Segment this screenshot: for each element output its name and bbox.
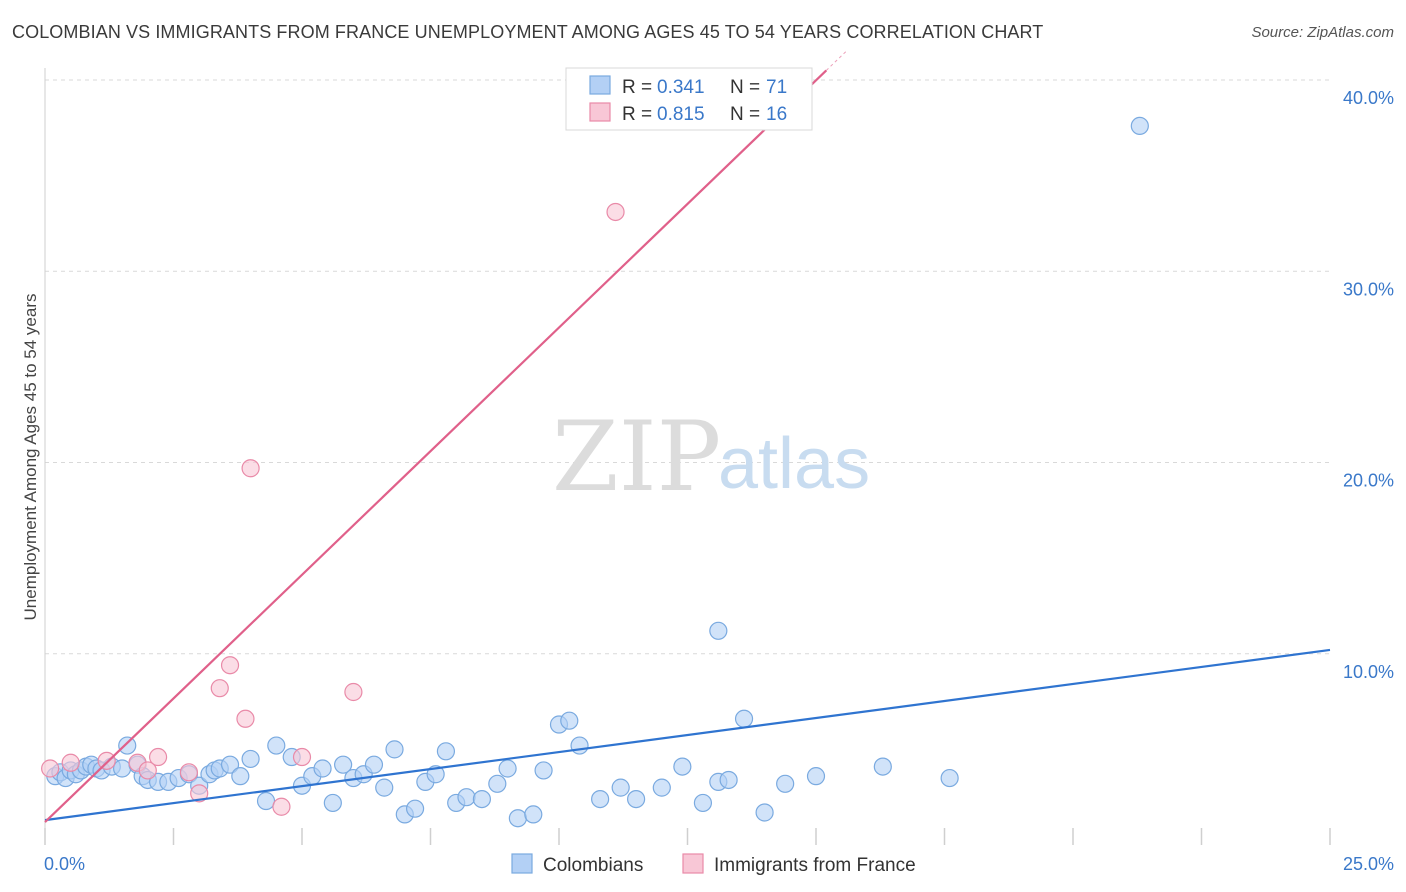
legend-r-value: 0.341 bbox=[657, 77, 705, 98]
legend-n-label: N = bbox=[730, 77, 760, 98]
data-point bbox=[148, 747, 168, 767]
legend-n-label: N = bbox=[730, 104, 760, 125]
data-point bbox=[776, 774, 795, 793]
x-tick-labels: 0.0% 25.0% bbox=[44, 854, 1394, 874]
trend-line bbox=[44, 69, 828, 823]
data-point bbox=[334, 755, 353, 774]
y-tick-labels: 10.0% 20.0% 30.0% 40.0% bbox=[1343, 88, 1394, 682]
data-point bbox=[524, 805, 543, 824]
data-point bbox=[498, 759, 517, 778]
y-tick-label: 30.0% bbox=[1343, 279, 1394, 299]
source-label: Source: ZipAtlas.com bbox=[1251, 24, 1394, 41]
y-tick-label: 10.0% bbox=[1343, 662, 1394, 682]
data-point bbox=[709, 621, 728, 640]
data-point bbox=[436, 742, 456, 761]
data-point bbox=[472, 789, 491, 809]
y-axis-label: Unemployment Among Ages 45 to 54 years bbox=[21, 294, 40, 621]
data-point bbox=[1130, 116, 1149, 136]
data-point bbox=[190, 784, 209, 803]
data-point bbox=[534, 761, 553, 780]
data-point bbox=[344, 682, 363, 702]
data-point bbox=[364, 755, 384, 774]
data-point bbox=[138, 761, 157, 780]
bottom-legend-label-colombians: Colombians bbox=[543, 855, 643, 876]
data-point bbox=[873, 757, 892, 776]
bottom-legend: Colombians Immigrants from France bbox=[511, 853, 916, 876]
y-tick-label: 40.0% bbox=[1343, 88, 1394, 108]
data-point bbox=[210, 679, 229, 698]
data-point bbox=[508, 809, 527, 828]
legend-n-value: 16 bbox=[766, 104, 787, 125]
data-point bbox=[673, 757, 692, 776]
data-point bbox=[179, 763, 199, 782]
data-point bbox=[236, 709, 255, 728]
data-point bbox=[652, 778, 671, 797]
data-point bbox=[806, 767, 826, 786]
watermark-zip: ZIP bbox=[552, 401, 721, 513]
grid-lines bbox=[45, 79, 1330, 655]
data-point bbox=[734, 709, 754, 728]
series-immigrants-from-france bbox=[41, 202, 625, 816]
data-point bbox=[385, 740, 404, 759]
data-point bbox=[61, 753, 80, 772]
legend-r-label: R = bbox=[622, 104, 652, 125]
data-point bbox=[405, 799, 425, 818]
bottom-legend-label-immigrants-from-france: Immigrants from France bbox=[714, 855, 916, 876]
data-point bbox=[611, 778, 630, 797]
legend-swatch-colombians bbox=[589, 75, 611, 95]
data-point bbox=[323, 793, 342, 813]
data-point bbox=[241, 459, 260, 478]
data-point bbox=[112, 759, 132, 778]
axes bbox=[44, 68, 1331, 845]
data-point bbox=[292, 747, 312, 767]
legend-swatch-immigrants-from-france bbox=[589, 102, 611, 122]
x-tick-label: 25.0% bbox=[1343, 854, 1394, 874]
legend-n-value: 71 bbox=[766, 77, 787, 98]
data-point bbox=[693, 793, 713, 813]
data-point bbox=[488, 774, 507, 793]
data-point bbox=[118, 736, 137, 755]
trend-line-extension bbox=[825, 50, 848, 71]
data-point bbox=[626, 789, 646, 809]
trend-line bbox=[44, 648, 1331, 822]
data-point bbox=[375, 778, 394, 797]
bottom-legend-swatch-colombians bbox=[511, 853, 533, 874]
data-point bbox=[220, 656, 240, 675]
data-point bbox=[719, 770, 738, 790]
data-point bbox=[457, 788, 476, 807]
legend-r-value: 0.815 bbox=[657, 104, 705, 125]
data-point bbox=[940, 768, 959, 788]
bottom-legend-swatch-immigrants-from-france bbox=[682, 853, 704, 874]
legend-r-label: R = bbox=[622, 77, 652, 98]
watermark-atlas: atlas bbox=[718, 424, 870, 504]
data-point bbox=[220, 755, 240, 774]
x-tick-label: 0.0% bbox=[44, 854, 85, 874]
data-point bbox=[97, 751, 116, 770]
data-point bbox=[313, 759, 332, 778]
data-point bbox=[560, 711, 579, 730]
legend: R = 0.341 N = 71 R = 0.815 N = 16 bbox=[565, 67, 813, 131]
data-point bbox=[755, 803, 774, 822]
chart-title: COLOMBIAN VS IMMIGRANTS FROM FRANCE UNEM… bbox=[12, 22, 1044, 42]
data-point bbox=[267, 736, 286, 755]
data-point bbox=[241, 749, 260, 769]
data-point bbox=[41, 759, 60, 778]
watermark: ZIP atlas bbox=[552, 401, 870, 513]
y-tick-label: 20.0% bbox=[1343, 471, 1394, 491]
trend-lines bbox=[44, 50, 1331, 823]
data-point bbox=[231, 767, 250, 786]
data-point bbox=[272, 797, 291, 816]
data-point bbox=[570, 736, 589, 755]
data-point bbox=[606, 202, 625, 222]
data-point bbox=[256, 791, 276, 811]
data-point bbox=[591, 789, 610, 809]
